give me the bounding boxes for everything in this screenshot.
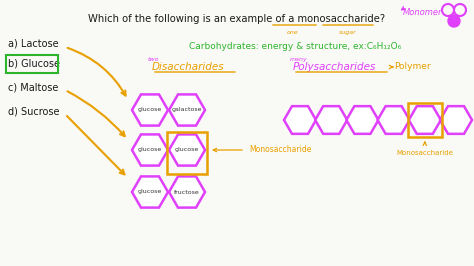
Polygon shape [169, 134, 205, 166]
Polygon shape [132, 176, 168, 207]
Text: sugar: sugar [339, 30, 357, 35]
Polygon shape [169, 176, 205, 207]
Text: many: many [290, 57, 308, 62]
Text: a) Lactose: a) Lactose [8, 38, 59, 48]
Circle shape [448, 15, 460, 27]
Polygon shape [284, 106, 316, 134]
Text: Carbohydrates: energy & structure, ex:C₆H₁₂O₆: Carbohydrates: energy & structure, ex:C₆… [189, 42, 401, 51]
Text: Disaccharides: Disaccharides [152, 62, 225, 72]
Text: Monosaccharide: Monosaccharide [249, 146, 311, 155]
Text: two: two [148, 57, 159, 62]
Text: fructose: fructose [174, 189, 200, 194]
Polygon shape [346, 106, 378, 134]
Text: c) Maltose: c) Maltose [8, 82, 58, 92]
Polygon shape [378, 106, 410, 134]
Text: one: one [287, 30, 299, 35]
Text: b) Glucose: b) Glucose [8, 58, 60, 68]
Text: Monomer: Monomer [403, 8, 443, 17]
Text: Polymer: Polymer [394, 62, 430, 71]
Text: glucose: glucose [138, 107, 162, 113]
Polygon shape [132, 134, 168, 166]
Polygon shape [440, 106, 472, 134]
Text: Monosaccharide: Monosaccharide [396, 150, 453, 156]
Text: Which of the following is an example of a monosaccharide?: Which of the following is an example of … [89, 14, 385, 24]
Text: Polysaccharides: Polysaccharides [293, 62, 376, 72]
Text: d) Sucrose: d) Sucrose [8, 106, 60, 116]
Text: glucose: glucose [175, 148, 199, 152]
Polygon shape [315, 106, 347, 134]
Polygon shape [169, 94, 205, 126]
Polygon shape [409, 106, 441, 134]
Text: glucose: glucose [138, 189, 162, 194]
Text: glucose: glucose [138, 148, 162, 152]
Polygon shape [132, 94, 168, 126]
Text: galactose: galactose [172, 107, 202, 113]
